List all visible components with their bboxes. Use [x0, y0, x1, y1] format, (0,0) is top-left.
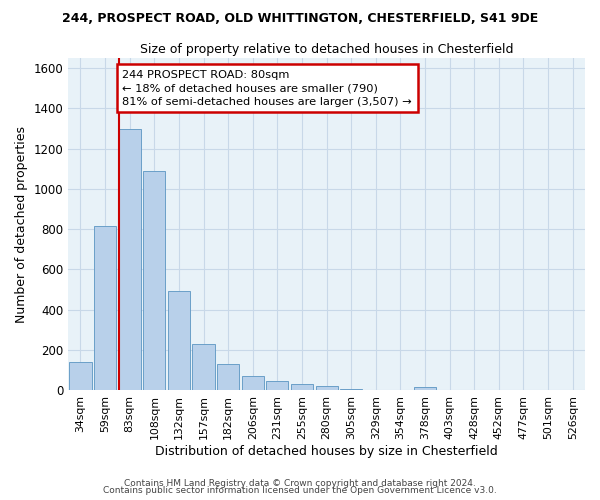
Bar [143, 170, 166, 390]
Bar [217, 364, 239, 390]
Text: Contains public sector information licensed under the Open Government Licence v3: Contains public sector information licen… [103, 486, 497, 495]
Title: Size of property relative to detached houses in Chesterfield: Size of property relative to detached ho… [140, 42, 514, 56]
Bar [119, 130, 141, 390]
Text: 244 PROSPECT ROAD: 80sqm
← 18% of detached houses are smaller (790)
81% of semi-: 244 PROSPECT ROAD: 80sqm ← 18% of detach… [122, 70, 412, 106]
Y-axis label: Number of detached properties: Number of detached properties [15, 126, 28, 322]
Bar [70, 362, 92, 390]
Bar [168, 292, 190, 390]
Bar [340, 389, 362, 390]
Bar [414, 387, 436, 390]
Text: 244, PROSPECT ROAD, OLD WHITTINGTON, CHESTERFIELD, S41 9DE: 244, PROSPECT ROAD, OLD WHITTINGTON, CHE… [62, 12, 538, 26]
Bar [94, 226, 116, 390]
Bar [242, 376, 264, 390]
Bar [291, 384, 313, 390]
Bar [266, 381, 289, 390]
Text: Contains HM Land Registry data © Crown copyright and database right 2024.: Contains HM Land Registry data © Crown c… [124, 478, 476, 488]
X-axis label: Distribution of detached houses by size in Chesterfield: Distribution of detached houses by size … [155, 444, 498, 458]
Bar [193, 344, 215, 390]
Bar [316, 386, 338, 390]
